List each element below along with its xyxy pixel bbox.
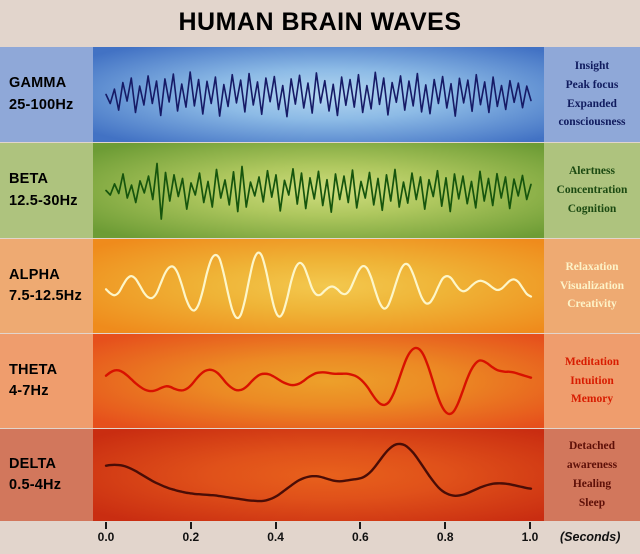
band-row-alpha: ALPHA 7.5-12.5Hz Relaxation Visualizatio… <box>0 239 640 333</box>
x-axis-tick-label: 0.2 <box>182 530 200 544</box>
band-row-delta: DELTA 0.5-4Hz Detached awareness Healing <box>0 429 640 521</box>
band-plot-delta <box>93 429 544 521</box>
band-row-gamma: GAMMA 25-100Hz Insight Peak focus Expand… <box>0 47 640 142</box>
x-axis-tick-mark <box>529 522 531 529</box>
band-label-delta: DELTA 0.5-4Hz <box>0 429 93 521</box>
x-axis-tick-label: 0.0 <box>97 530 115 544</box>
band-notes-alpha: Relaxation Visualization Creativity <box>544 239 640 333</box>
x-axis-tick-mark <box>274 522 277 529</box>
band-label-beta: BETA 12.5-30Hz <box>0 143 93 238</box>
band-label-theta: THETA 4-7Hz <box>0 334 93 428</box>
note-text: consciousness <box>558 116 626 129</box>
band-row-theta: THETA 4-7Hz Meditation Intuition Memory <box>0 334 640 428</box>
x-axis-tick-mark <box>359 522 362 529</box>
x-axis-tick-label: 1.0 <box>521 530 539 544</box>
band-plot-alpha <box>93 239 544 333</box>
waveform-delta <box>93 429 544 521</box>
x-axis-tick-label: 0.4 <box>267 530 284 544</box>
note-text: Creativity <box>567 298 617 311</box>
x-axis-tick-label: 0.8 <box>436 530 454 544</box>
band-plot-theta <box>93 334 544 428</box>
note-text: Expanded <box>567 97 617 110</box>
note-text: Sleep <box>578 496 606 509</box>
band-frequency-alpha: 7.5-12.5Hz <box>9 288 82 304</box>
band-notes-delta: Detached awareness Healing Sleep <box>544 429 640 521</box>
note-text: Peak focus <box>565 78 619 91</box>
band-label-alpha: ALPHA 7.5-12.5Hz <box>0 239 93 333</box>
x-axis-tick-label: 0.6 <box>352 530 369 544</box>
band-frequency-gamma: 25-100Hz <box>9 96 74 113</box>
band-frequency-beta: 12.5-30Hz <box>9 192 78 209</box>
note-text: Meditation <box>564 355 620 368</box>
band-name-delta: DELTA <box>9 455 57 472</box>
band-frequency-delta: 0.5-4Hz <box>9 477 62 493</box>
note-text: Intuition <box>570 374 614 387</box>
note-text: Relaxation <box>565 260 619 273</box>
note-text: Insight <box>574 59 610 72</box>
note-text: Healing <box>572 478 612 490</box>
x-axis: (Seconds) 0.0 0.2 0.4 0.6 0.8 1.0 <box>0 521 640 554</box>
waveform-beta <box>93 143 544 238</box>
band-notes-gamma: Insight Peak focus Expanded consciousnes… <box>544 47 640 142</box>
band-notes-theta: Meditation Intuition Memory <box>544 334 640 428</box>
waveform-gamma <box>93 47 544 142</box>
x-axis-tick-mark <box>105 522 107 529</box>
note-text: Detached <box>569 440 615 453</box>
page-title: HUMAN BRAIN WAVES <box>178 8 462 36</box>
band-name-gamma: GAMMA <box>9 75 67 92</box>
band-plot-beta <box>93 143 544 238</box>
band-row-beta: BETA 12.5-30Hz Alertness Concentration C… <box>0 143 640 238</box>
note-text: Concentration <box>556 184 628 197</box>
band-frequency-theta: 4-7Hz <box>9 383 49 399</box>
note-text: Alertness <box>569 165 615 178</box>
band-label-gamma: GAMMA 25-100Hz <box>0 47 93 142</box>
x-axis-tick-mark <box>444 522 447 529</box>
x-axis-tick-mark <box>189 522 192 529</box>
waveform-alpha <box>93 239 544 333</box>
band-name-beta: BETA <box>9 171 49 188</box>
note-text: Cognition <box>567 202 617 215</box>
band-name-alpha: ALPHA <box>9 266 60 283</box>
waveform-theta <box>93 334 544 428</box>
note-text: awareness <box>566 459 618 472</box>
band-name-theta: THETA <box>9 361 58 378</box>
band-notes-beta: Alertness Concentration Cognition <box>544 143 640 238</box>
note-text: Visualization <box>559 279 625 292</box>
band-plot-gamma <box>93 47 544 142</box>
note-text: Memory <box>570 393 614 406</box>
x-axis-unit-label: (Seconds) <box>560 530 621 544</box>
